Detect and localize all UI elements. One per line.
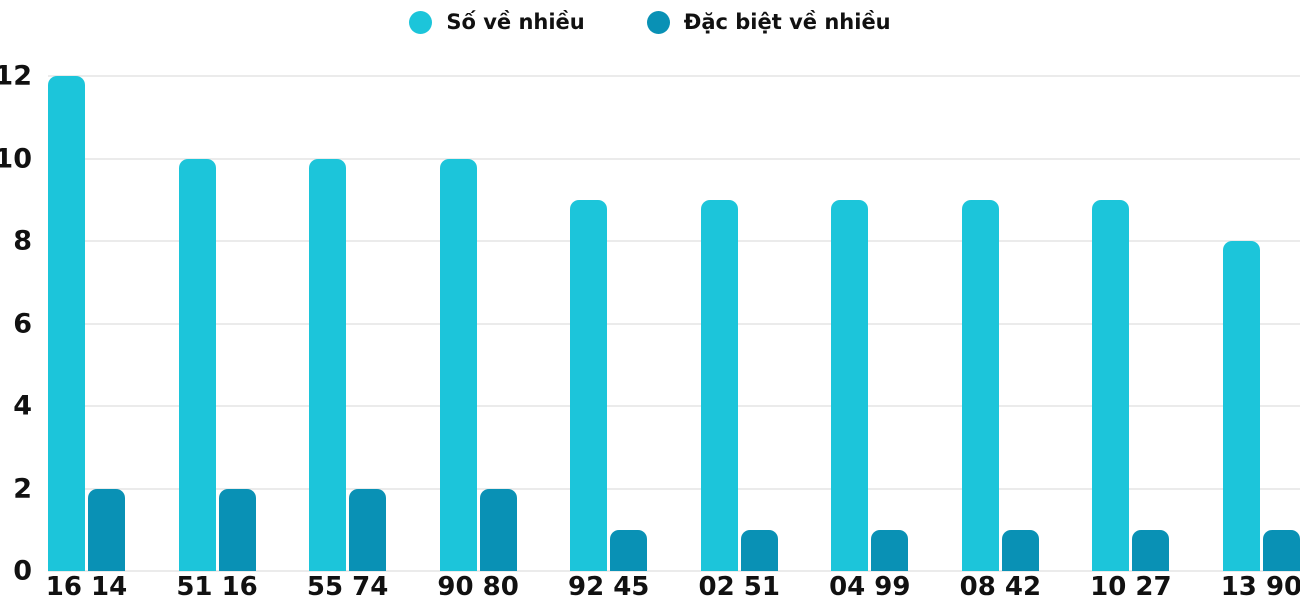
bar-dac-biet-ve-nhieu[interactable] [610, 529, 648, 571]
bar-group: 10 27 [1090, 76, 1172, 600]
bar-so-ve-nhieu[interactable] [831, 199, 869, 571]
gridline [48, 157, 1300, 160]
y-axis-tick-label: 8 [13, 225, 32, 257]
bar-groups: 16 14 51 16 55 74 90 80 92 45 02 51 04 99 08 42… [46, 76, 1300, 600]
x-axis-category-label: 92 45 [567, 572, 650, 600]
y-axis-tick-label: 2 [13, 473, 32, 504]
bar-group: 55 74 [307, 76, 388, 600]
y-axis-tick-label: 12 [0, 60, 32, 92]
bar-dac-biet-ve-nhieu[interactable] [1132, 529, 1170, 571]
legend-dot-cyan-icon [409, 11, 433, 35]
y-axis-tick-label: 10 [0, 143, 32, 174]
gridline [48, 240, 1300, 242]
y-axis-tick-label: 6 [13, 308, 32, 339]
bar-dac-biet-ve-nhieu[interactable] [1262, 529, 1300, 571]
x-axis-category-label: 51 16 [176, 572, 258, 600]
bar-group: 90 80 [437, 76, 519, 600]
bar-group: 08 42 [960, 76, 1041, 600]
bar-group: 51 16 [176, 76, 258, 600]
bar-dac-biet-ve-nhieu[interactable] [740, 529, 778, 571]
bar-so-ve-nhieu[interactable] [1222, 241, 1260, 571]
legend-item-so-ve-nhieu[interactable]: Số về nhiều [409, 10, 585, 35]
bar-group: 16 14 [46, 76, 127, 600]
bar-group: 13 90 [1221, 76, 1300, 600]
bar-so-ve-nhieu[interactable] [961, 199, 999, 571]
gridline [48, 487, 1300, 490]
bar-group: 92 45 [568, 76, 649, 600]
bar-dac-biet-ve-nhieu[interactable] [88, 488, 125, 571]
gridline [48, 570, 1300, 572]
legend: Số về nhiều Đặc biệt về nhiều [0, 10, 1300, 35]
x-axis-category-label: 16 14 [45, 572, 128, 600]
x-axis-category-label: 04 99 [829, 572, 911, 600]
gridline [48, 322, 1300, 325]
bar-dac-biet-ve-nhieu[interactable] [1001, 529, 1039, 571]
plot-area: 16 14 51 16 55 74 90 80 92 45 02 51 04 99 08 42… [46, 75, 1300, 600]
bar-dac-biet-ve-nhieu[interactable] [479, 488, 517, 571]
y-axis-tick-label: 0 [13, 555, 32, 587]
bar-so-ve-nhieu[interactable] [48, 76, 85, 571]
y-axis: 0 2 4 6 8 10 12 [0, 63, 40, 585]
bar-so-ve-nhieu[interactable] [700, 199, 738, 571]
bar-so-ve-nhieu[interactable] [439, 158, 477, 571]
bar-so-ve-nhieu[interactable] [178, 158, 216, 571]
x-axis-category-label: 10 27 [1090, 572, 1172, 600]
x-axis-category-label: 90 80 [437, 572, 519, 600]
bar-so-ve-nhieu[interactable] [570, 199, 608, 571]
bar-dac-biet-ve-nhieu[interactable] [349, 488, 387, 571]
legend-label-so-ve-nhieu: Số về nhiều [446, 10, 585, 34]
legend-dot-teal-icon [646, 11, 670, 35]
bar-group: 04 99 [829, 76, 910, 600]
x-axis-category-label: 55 74 [306, 572, 389, 600]
x-axis-category-label: 13 90 [1220, 572, 1300, 600]
bar-so-ve-nhieu[interactable] [1092, 199, 1130, 571]
x-axis-category-label: 08 42 [959, 572, 1042, 600]
y-axis-tick-label: 4 [13, 390, 32, 422]
legend-label-dac-biet-ve-nhieu: Đặc biệt về nhiều [683, 10, 891, 34]
bar-group: 02 51 [699, 76, 780, 600]
legend-item-dac-biet-ve-nhieu[interactable]: Đặc biệt về nhiều [646, 10, 891, 35]
bar-dac-biet-ve-nhieu[interactable] [871, 529, 909, 571]
gridline [48, 405, 1300, 407]
bar-so-ve-nhieu[interactable] [309, 158, 347, 571]
gridline [48, 75, 1300, 77]
bar-dac-biet-ve-nhieu[interactable] [218, 488, 256, 571]
x-axis-category-label: 02 51 [698, 572, 780, 600]
